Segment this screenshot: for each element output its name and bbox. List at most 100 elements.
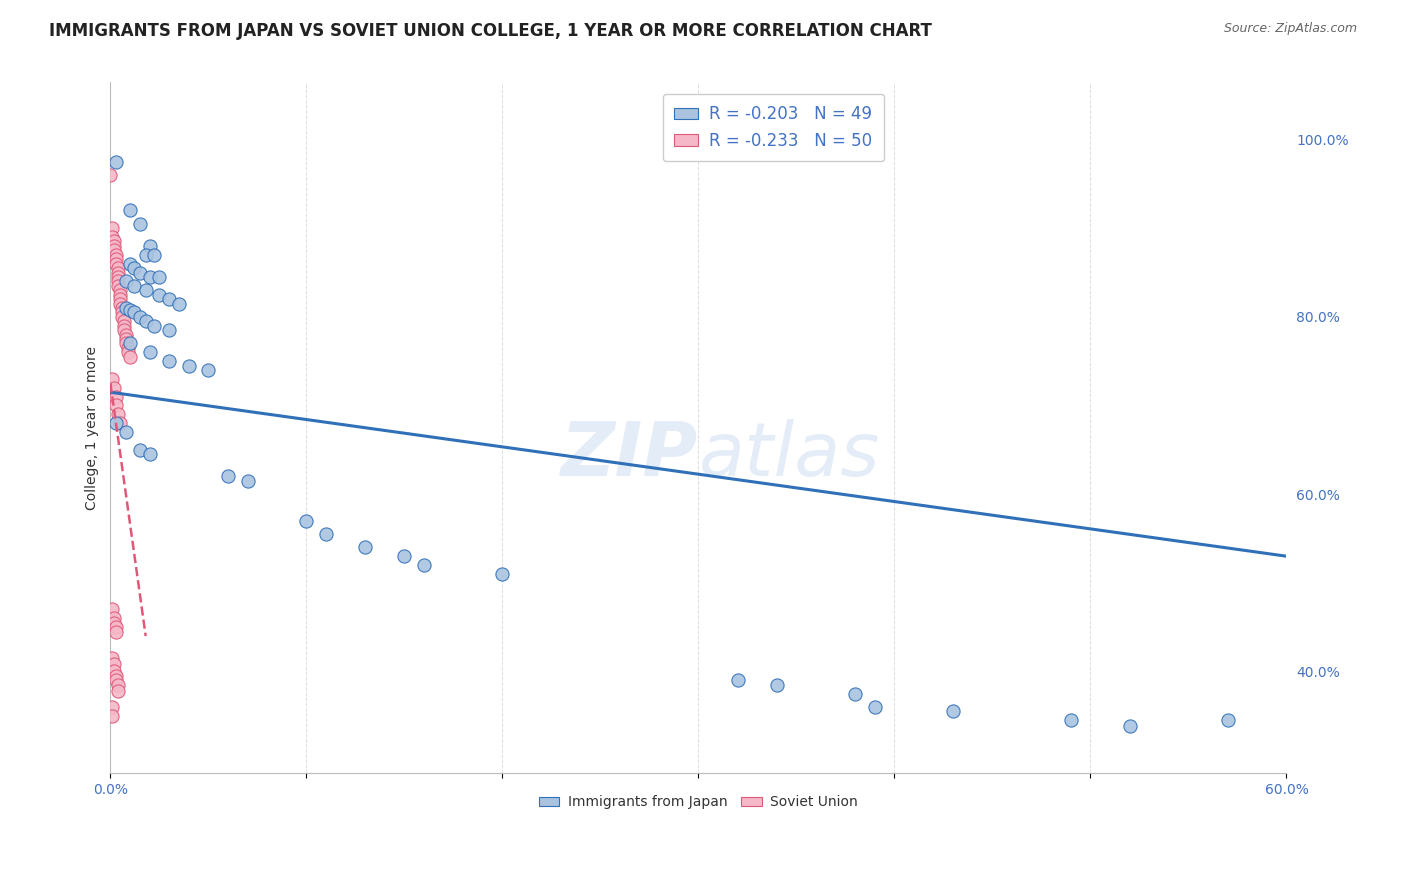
Point bbox=[167, 296, 190, 310]
Point bbox=[315, 527, 337, 541]
Point bbox=[197, 363, 219, 377]
Point bbox=[394, 549, 416, 564]
Text: Source: ZipAtlas.com: Source: ZipAtlas.com bbox=[1223, 22, 1357, 36]
Point bbox=[101, 602, 124, 616]
Point bbox=[108, 296, 131, 310]
Point bbox=[354, 541, 377, 555]
Point bbox=[142, 248, 165, 262]
Point bbox=[115, 332, 138, 346]
Point bbox=[107, 408, 129, 422]
Point bbox=[148, 269, 170, 284]
Point bbox=[157, 354, 180, 368]
Point bbox=[413, 558, 436, 572]
Point bbox=[108, 416, 131, 430]
Point bbox=[103, 611, 125, 625]
Point bbox=[217, 469, 239, 483]
Point bbox=[138, 345, 160, 359]
Point bbox=[107, 678, 129, 692]
Point bbox=[142, 318, 165, 333]
Point bbox=[115, 327, 138, 342]
Point bbox=[157, 323, 180, 337]
Point bbox=[101, 372, 124, 386]
Point bbox=[107, 269, 129, 284]
Point bbox=[105, 390, 128, 404]
Point bbox=[115, 336, 138, 351]
Point bbox=[844, 687, 866, 701]
Point bbox=[118, 350, 141, 364]
Point bbox=[115, 301, 138, 315]
Point bbox=[107, 278, 129, 293]
Y-axis label: College, 1 year or more: College, 1 year or more bbox=[86, 346, 100, 509]
Legend: Immigrants from Japan, Soviet Union: Immigrants from Japan, Soviet Union bbox=[533, 789, 863, 815]
Point bbox=[107, 274, 129, 288]
Point bbox=[1060, 713, 1083, 727]
Point bbox=[118, 257, 141, 271]
Point bbox=[236, 474, 259, 488]
Point bbox=[118, 302, 141, 317]
Point bbox=[148, 287, 170, 301]
Text: ZIP: ZIP bbox=[561, 419, 699, 491]
Point bbox=[101, 651, 124, 665]
Point bbox=[766, 678, 789, 692]
Point bbox=[727, 673, 749, 688]
Point bbox=[108, 287, 131, 301]
Point bbox=[103, 381, 125, 395]
Point bbox=[942, 704, 965, 718]
Text: atlas: atlas bbox=[699, 419, 880, 491]
Point bbox=[103, 244, 125, 258]
Point bbox=[122, 305, 145, 319]
Point bbox=[112, 318, 135, 333]
Text: IMMIGRANTS FROM JAPAN VS SOVIET UNION COLLEGE, 1 YEAR OR MORE CORRELATION CHART: IMMIGRANTS FROM JAPAN VS SOVIET UNION CO… bbox=[49, 22, 932, 40]
Point bbox=[100, 168, 122, 182]
Point bbox=[108, 292, 131, 306]
Point bbox=[177, 359, 200, 373]
Point bbox=[135, 248, 157, 262]
Point bbox=[128, 310, 150, 324]
Point bbox=[103, 665, 125, 679]
Point bbox=[105, 154, 128, 169]
Point bbox=[112, 314, 135, 328]
Point bbox=[101, 221, 124, 235]
Point bbox=[105, 257, 128, 271]
Point bbox=[107, 261, 129, 276]
Point bbox=[103, 239, 125, 253]
Point bbox=[295, 514, 318, 528]
Point bbox=[105, 673, 128, 688]
Point bbox=[117, 345, 139, 359]
Point bbox=[863, 700, 886, 714]
Point bbox=[103, 235, 125, 249]
Point bbox=[103, 615, 125, 630]
Point bbox=[105, 624, 128, 639]
Point bbox=[101, 708, 124, 723]
Point bbox=[138, 447, 160, 461]
Point bbox=[111, 301, 134, 315]
Point bbox=[128, 442, 150, 457]
Point bbox=[105, 252, 128, 267]
Point bbox=[135, 283, 157, 297]
Point bbox=[491, 566, 513, 581]
Point bbox=[1118, 719, 1140, 733]
Point bbox=[105, 416, 128, 430]
Point bbox=[105, 399, 128, 413]
Point bbox=[118, 336, 141, 351]
Point bbox=[105, 620, 128, 634]
Point bbox=[122, 261, 145, 276]
Point bbox=[107, 684, 129, 698]
Point bbox=[135, 314, 157, 328]
Point bbox=[117, 341, 139, 355]
Point bbox=[115, 425, 138, 439]
Point bbox=[101, 700, 124, 714]
Point bbox=[105, 669, 128, 683]
Point bbox=[138, 239, 160, 253]
Point bbox=[111, 305, 134, 319]
Point bbox=[128, 217, 150, 231]
Point bbox=[111, 310, 134, 324]
Point bbox=[105, 248, 128, 262]
Point bbox=[138, 269, 160, 284]
Point bbox=[103, 657, 125, 672]
Point bbox=[101, 230, 124, 244]
Point bbox=[107, 266, 129, 280]
Point bbox=[108, 283, 131, 297]
Point bbox=[115, 274, 138, 288]
Point bbox=[122, 278, 145, 293]
